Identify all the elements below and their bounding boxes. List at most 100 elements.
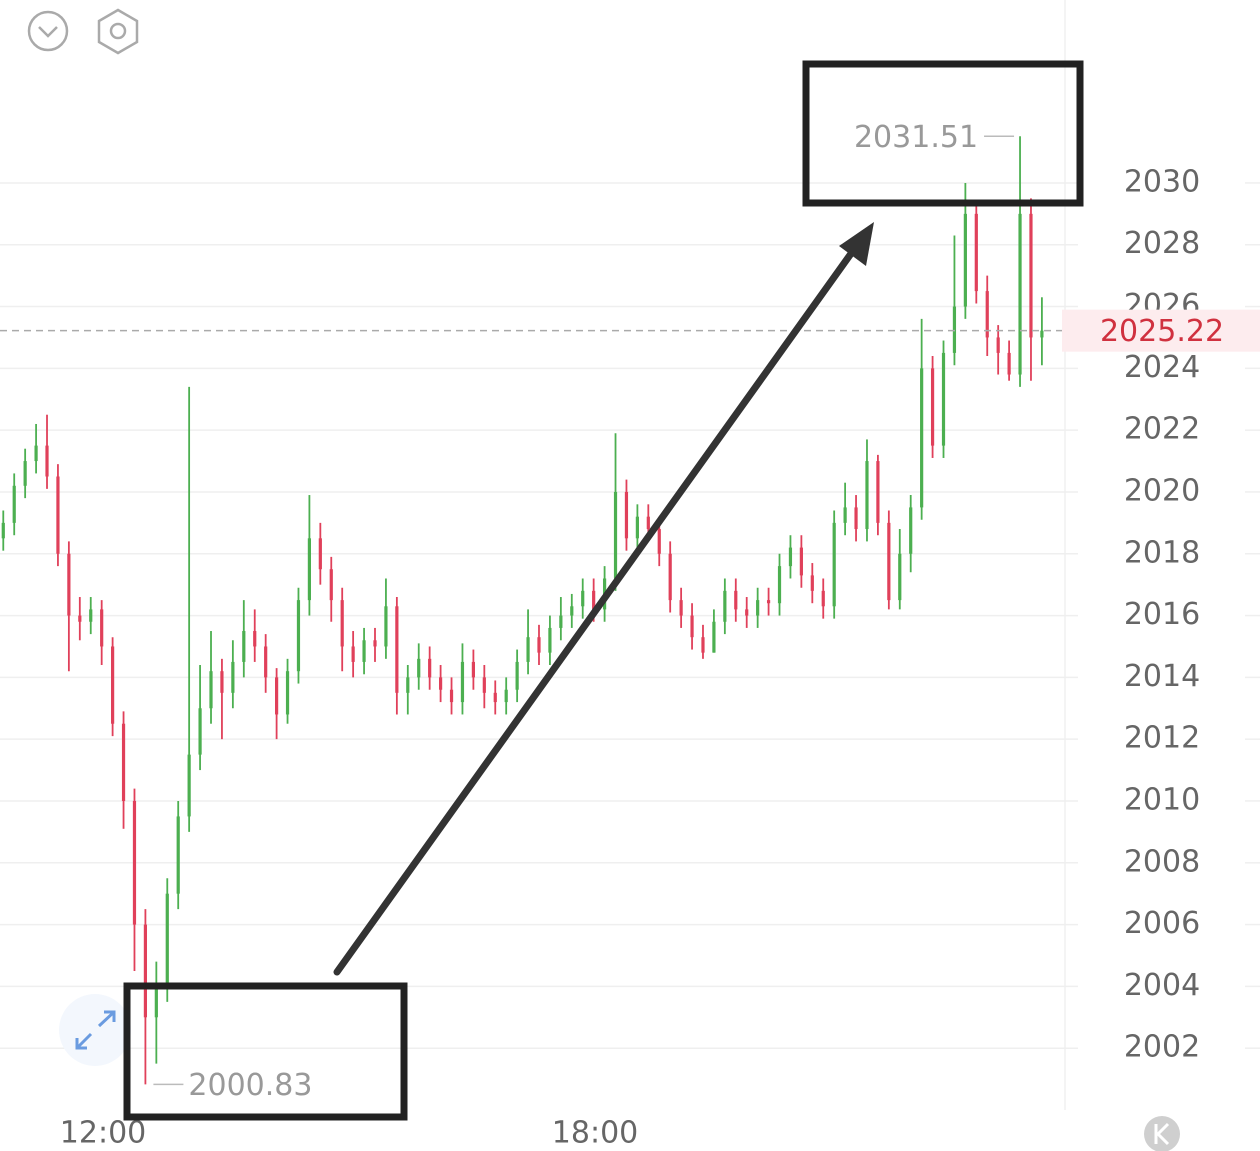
candle-body bbox=[493, 692, 497, 703]
candle-body bbox=[887, 522, 891, 601]
x-tick-label: 12:00 bbox=[60, 1116, 146, 1151]
candle-body bbox=[766, 600, 771, 604]
candle-body bbox=[275, 677, 279, 715]
candle-body bbox=[187, 754, 191, 817]
y-tick-label: 2030 bbox=[1124, 164, 1200, 199]
candle-body bbox=[657, 529, 661, 554]
candle-body bbox=[482, 677, 486, 693]
candle-body bbox=[428, 658, 432, 678]
candle-body bbox=[89, 609, 93, 622]
candle-body bbox=[318, 538, 322, 570]
candle-body bbox=[34, 445, 38, 462]
candle-body bbox=[941, 352, 946, 446]
candle-body bbox=[930, 368, 935, 446]
min-label: 2000.83 bbox=[188, 1068, 312, 1103]
candle-body bbox=[952, 306, 957, 353]
candle-body bbox=[111, 646, 115, 724]
max-label: 2031.51 bbox=[854, 120, 978, 155]
y-tick-label: 2006 bbox=[1124, 906, 1200, 941]
candle-body bbox=[100, 609, 104, 647]
candle-body bbox=[898, 553, 902, 601]
candle-body bbox=[756, 600, 760, 616]
candle-body bbox=[504, 689, 508, 703]
candle-body bbox=[56, 476, 60, 554]
candle-body bbox=[821, 590, 825, 607]
y-tick-label: 2012 bbox=[1124, 721, 1200, 756]
candle-body bbox=[231, 661, 235, 693]
candle-body bbox=[165, 893, 169, 987]
candle-body bbox=[198, 708, 202, 755]
candle-body bbox=[23, 461, 27, 486]
candle-body bbox=[362, 640, 366, 662]
y-tick-label: 2020 bbox=[1124, 473, 1200, 508]
candle-body bbox=[570, 606, 574, 616]
candle-body bbox=[712, 621, 716, 653]
candle-body bbox=[176, 816, 180, 894]
candle-body bbox=[285, 671, 290, 715]
collapse-icon[interactable] bbox=[27, 10, 69, 52]
last-price-label: 2025.22 bbox=[1100, 314, 1224, 349]
candle-body bbox=[745, 609, 749, 616]
candle-body bbox=[1040, 330, 1044, 338]
candle-body bbox=[548, 627, 552, 653]
candle-body bbox=[592, 590, 596, 610]
y-tick-label: 2010 bbox=[1124, 782, 1200, 817]
y-tick-label: 2002 bbox=[1124, 1030, 1200, 1065]
candle-body bbox=[406, 677, 410, 693]
candle-body bbox=[690, 615, 694, 638]
highlight-box bbox=[802, 60, 1084, 207]
candle-body bbox=[460, 661, 465, 703]
y-tick-label: 2016 bbox=[1124, 597, 1200, 632]
candle-body bbox=[646, 516, 650, 530]
candle-body bbox=[537, 637, 541, 653]
candle-body bbox=[854, 507, 858, 530]
candle-body bbox=[581, 590, 585, 607]
candle-body bbox=[963, 213, 967, 307]
candle-body bbox=[810, 575, 814, 591]
candle-body bbox=[920, 368, 924, 508]
candle-body bbox=[351, 646, 355, 662]
y-tick-label: 2014 bbox=[1124, 659, 1200, 694]
expand-icon[interactable] bbox=[59, 994, 131, 1066]
y-tick-label: 2028 bbox=[1124, 226, 1200, 261]
candle-body bbox=[220, 671, 224, 693]
candle-body bbox=[876, 461, 880, 523]
candle-body bbox=[668, 553, 672, 601]
y-tick-label: 2022 bbox=[1124, 412, 1200, 447]
highlight-box bbox=[123, 982, 408, 1121]
candle-body bbox=[12, 485, 16, 523]
candle-body bbox=[788, 547, 793, 567]
candle-body bbox=[384, 606, 388, 647]
candle-body bbox=[242, 631, 246, 662]
candle-body bbox=[438, 677, 443, 690]
candle-body bbox=[264, 646, 268, 678]
candle-body bbox=[340, 600, 344, 647]
candle-body bbox=[515, 661, 519, 690]
arrow-line bbox=[333, 244, 859, 976]
labels: 2002 2004 2006 2008 2010 2012 2014 2016 2018 2020… bbox=[0, 120, 1260, 1151]
arrow-head bbox=[839, 222, 874, 266]
candle-body bbox=[909, 507, 913, 554]
y-tick-label: 2024 bbox=[1124, 350, 1200, 385]
candle-body bbox=[635, 516, 639, 539]
candle-body bbox=[526, 637, 530, 662]
candle-body bbox=[307, 538, 312, 601]
candle-body bbox=[373, 640, 377, 647]
candles bbox=[1, 136, 1044, 1085]
candle-body bbox=[121, 723, 126, 801]
candle-body bbox=[395, 606, 399, 693]
candle-body bbox=[132, 800, 137, 925]
candle-body bbox=[777, 566, 782, 604]
candle-body bbox=[843, 507, 847, 523]
candle-body bbox=[471, 661, 475, 678]
y-tick-label: 2018 bbox=[1124, 535, 1200, 570]
candle-body bbox=[78, 615, 82, 622]
candle-body bbox=[974, 213, 978, 292]
settings-icon[interactable] bbox=[97, 8, 139, 55]
candle-body bbox=[45, 445, 49, 477]
y-tick-label: 2004 bbox=[1124, 968, 1200, 1003]
candle-body bbox=[1029, 213, 1033, 338]
k-icon[interactable] bbox=[1144, 1116, 1180, 1151]
last-price-badge bbox=[1062, 309, 1260, 352]
